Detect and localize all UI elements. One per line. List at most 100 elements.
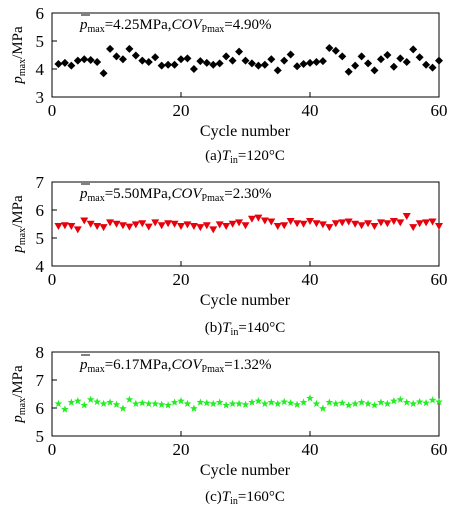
data-point-b bbox=[325, 224, 334, 232]
data-point-a bbox=[318, 57, 327, 66]
data-point-b bbox=[235, 219, 244, 227]
data-point-a bbox=[376, 55, 385, 64]
y-axis-ticks-a: 3 4 5 6 bbox=[36, 4, 57, 107]
data-point-c bbox=[80, 401, 89, 409]
x-tick-label: 0 bbox=[48, 440, 57, 459]
data-point-b bbox=[118, 222, 127, 230]
data-point-b bbox=[228, 220, 237, 228]
data-point-a bbox=[73, 56, 82, 65]
data-point-b bbox=[215, 221, 224, 229]
data-point-a bbox=[396, 54, 405, 63]
data-point-c bbox=[248, 398, 256, 406]
data-point-a bbox=[280, 56, 289, 65]
data-point-a bbox=[435, 56, 443, 65]
data-point-b bbox=[93, 223, 102, 231]
caption-value-c: =160°C bbox=[238, 489, 285, 505]
y-tick-label: 6 bbox=[36, 399, 45, 418]
caption-var-a: T bbox=[222, 148, 232, 164]
x-tick-label: 60 bbox=[431, 270, 448, 289]
data-point-b bbox=[267, 218, 276, 226]
y-axis-label-var-a: p bbox=[10, 76, 26, 85]
x-tick-label: 20 bbox=[173, 440, 190, 459]
data-point-a bbox=[312, 58, 321, 66]
data-point-a bbox=[54, 59, 63, 68]
x-axis-ticks-b: 0 20 40 60 bbox=[48, 261, 448, 289]
data-point-b bbox=[254, 214, 263, 222]
data-point-b bbox=[157, 222, 166, 230]
annotation-pbar-value-b: =5.50MPa, bbox=[105, 186, 172, 202]
data-point-c bbox=[332, 399, 340, 408]
y-tick-label: 8 bbox=[36, 343, 45, 362]
data-point-b bbox=[370, 223, 379, 231]
data-point-a bbox=[125, 44, 134, 53]
y-tick-label: 5 bbox=[36, 229, 45, 248]
caption-var-c: T bbox=[222, 489, 232, 505]
data-point-b bbox=[396, 219, 405, 227]
data-point-a bbox=[409, 45, 418, 54]
data-point-c bbox=[190, 404, 198, 412]
data-points-a bbox=[54, 44, 443, 78]
data-point-c bbox=[286, 398, 295, 407]
caption-sub-b: in bbox=[231, 327, 239, 338]
data-point-c bbox=[312, 399, 321, 408]
data-point-c bbox=[151, 399, 159, 408]
data-point-a bbox=[370, 66, 379, 75]
x-tick-label: 20 bbox=[173, 270, 190, 289]
data-point-c bbox=[67, 398, 76, 406]
data-point-c bbox=[267, 398, 276, 406]
data-point-b bbox=[112, 220, 121, 228]
data-point-b bbox=[402, 212, 411, 220]
caption-prefix-b: (b) bbox=[205, 320, 223, 336]
data-point-c bbox=[254, 397, 263, 405]
data-point-b bbox=[151, 219, 160, 227]
data-point-c bbox=[241, 400, 250, 408]
data-point-b bbox=[306, 218, 314, 225]
y-axis-ticks-b: 4 5 6 7 bbox=[36, 173, 57, 276]
data-point-c bbox=[61, 405, 69, 413]
data-point-a bbox=[222, 52, 231, 61]
x-axis-ticks-a: 0 20 40 60 bbox=[48, 92, 448, 120]
data-point-a bbox=[177, 55, 185, 64]
data-point-a bbox=[138, 56, 147, 65]
annotation-cov-value-b: =2.30% bbox=[224, 186, 271, 202]
data-point-c bbox=[402, 398, 411, 406]
data-point-a bbox=[228, 56, 237, 65]
annotation-cov-c: COV bbox=[172, 357, 204, 373]
annotation-pbar-a: p bbox=[79, 17, 88, 33]
data-point-c bbox=[344, 401, 353, 409]
data-point-a bbox=[157, 61, 166, 70]
data-point-c bbox=[183, 399, 192, 408]
data-point-a bbox=[131, 51, 140, 60]
data-point-c bbox=[196, 398, 205, 406]
data-point-a bbox=[106, 44, 115, 53]
data-point-c bbox=[144, 399, 153, 408]
data-point-b bbox=[209, 226, 218, 234]
data-point-b bbox=[280, 222, 289, 230]
data-point-a bbox=[273, 66, 282, 75]
data-point-b bbox=[357, 222, 366, 230]
data-point-b bbox=[293, 220, 302, 228]
data-point-b bbox=[67, 223, 76, 231]
data-point-a bbox=[286, 50, 295, 59]
y-axis-label-sub-a: max bbox=[17, 59, 28, 76]
data-point-a bbox=[383, 51, 392, 59]
data-point-b bbox=[415, 220, 424, 228]
caption-prefix-c: (c) bbox=[205, 489, 222, 505]
data-point-b bbox=[409, 224, 418, 232]
data-point-a bbox=[202, 58, 211, 67]
data-point-b bbox=[389, 218, 398, 225]
data-point-c bbox=[338, 398, 347, 407]
data-point-a bbox=[241, 56, 250, 65]
data-point-c bbox=[280, 397, 288, 406]
data-point-c bbox=[106, 398, 114, 406]
data-point-b bbox=[202, 222, 211, 230]
annotation-cov-value-c: =1.32% bbox=[224, 357, 271, 373]
annotation-pbar-b: p bbox=[79, 186, 88, 202]
x-tick-label: 0 bbox=[48, 101, 57, 120]
data-point-b bbox=[286, 218, 295, 225]
annotation-pbar-c: p bbox=[79, 357, 88, 373]
data-point-a bbox=[389, 62, 398, 71]
caption-c: (c)Tin=160°C bbox=[205, 489, 285, 507]
data-point-c bbox=[222, 401, 230, 409]
